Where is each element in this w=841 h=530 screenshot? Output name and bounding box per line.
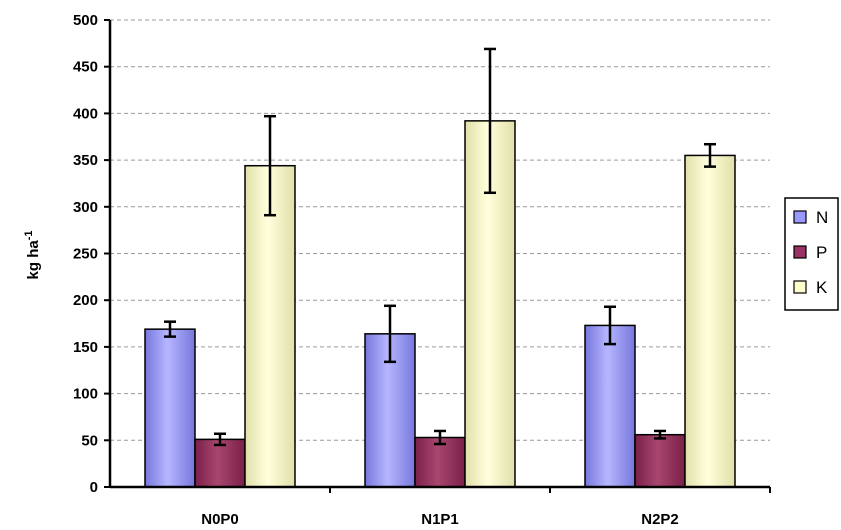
y-tick-labels: 0 50 100 150 200 250 300 350 400 450 500 [73, 12, 98, 496]
y-tick-label: 200 [73, 292, 98, 309]
bar-K-N0P0 [244, 164, 296, 488]
legend: NPK [784, 197, 839, 311]
legend-swatch-K [793, 280, 807, 294]
legend-box [784, 197, 839, 311]
y-tick-label: 0 [90, 479, 98, 496]
legend-swatch-N [793, 210, 807, 224]
bar-K-N2P2 [684, 154, 736, 488]
error-bars [164, 47, 716, 447]
y-tick-label: 150 [73, 339, 98, 356]
y-tick-label: 300 [73, 199, 98, 216]
y-axis-label: kg ha-1 [23, 231, 42, 280]
y-tick-label: 250 [73, 246, 98, 263]
bar-N-N2P2 [584, 324, 636, 488]
legend-label-K: K [816, 278, 828, 297]
y-tick-label: 500 [73, 12, 98, 29]
gridlines [110, 19, 770, 441]
legend-label-P: P [816, 243, 827, 262]
x-tick-label: N2P2 [641, 511, 679, 528]
legend-label-N: N [816, 208, 828, 227]
y-tick-label: 400 [73, 105, 98, 122]
legend-swatch-P [793, 245, 807, 259]
x-tick-labels: N0P0 N1P1 N2P2 [201, 511, 679, 528]
axes [104, 19, 771, 493]
x-tick-label: N1P1 [421, 511, 459, 528]
bar-N-N0P0 [144, 328, 196, 488]
x-tick-label: N0P0 [201, 511, 239, 528]
y-tick-label: 50 [81, 432, 98, 449]
y-tick-label: 350 [73, 152, 98, 169]
bar-P-N0P0 [194, 438, 246, 488]
y-tick-label: 450 [73, 59, 98, 76]
y-tick-label: 100 [73, 386, 98, 403]
bar-P-N2P2 [634, 433, 686, 488]
